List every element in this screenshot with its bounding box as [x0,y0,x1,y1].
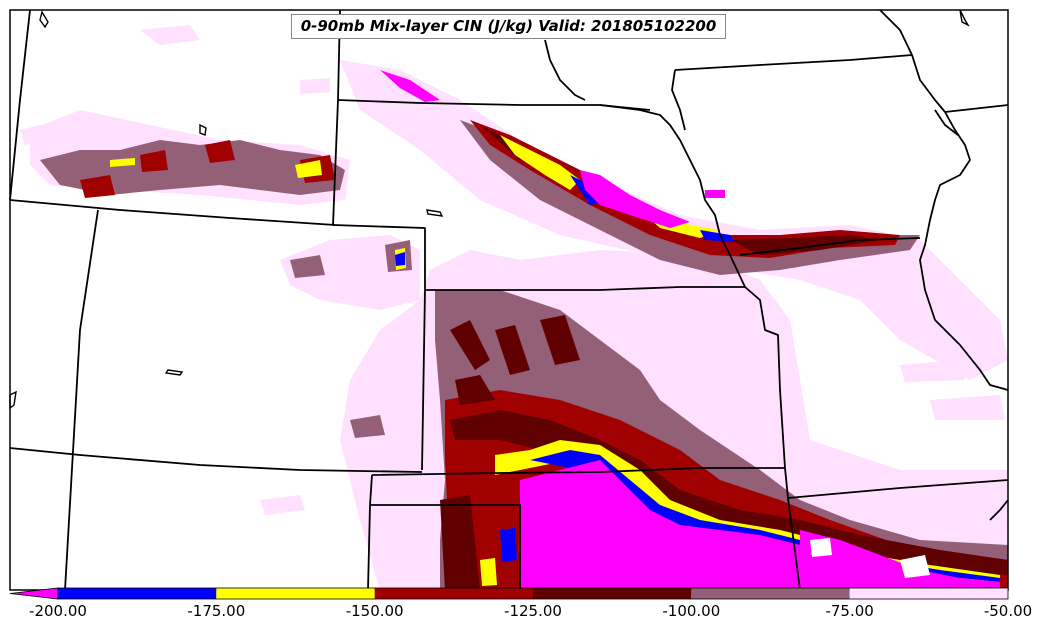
cin-white-hole-1 [900,555,930,578]
cin-white-holes [810,538,930,578]
colorbar-tick-label: -75.00 [825,602,874,620]
cin-red-west-spots [80,140,335,198]
cin-light-pink-southwest [280,235,420,310]
state-borders [9,9,1009,591]
border-iowa-north [674,54,913,71]
cin-dark-red-oklahoma-stripes [450,315,580,405]
colorbar-bin-4 [691,588,850,599]
cin-dark-red-west-lower [440,495,480,590]
border-texas-panhandle [370,504,521,590]
border-kansas-oklahoma [371,467,785,476]
cin-light-pink-patches [20,25,1005,515]
cin-magenta-areas [380,70,1000,590]
lakes [9,9,970,410]
cin-blue-north [570,175,735,242]
lake-4 [959,9,970,27]
border-idaho-wyoming [9,9,31,201]
cin-blue-spots [395,252,517,562]
cin-mauve-west-band [40,140,345,195]
colorbar-bin-3 [533,588,692,599]
border-missouri-river [599,104,746,288]
border-colorado-nebraska-corner [332,224,426,290]
colorbar-tick-label: -175.00 [187,602,246,620]
border-illinois-east [934,109,959,136]
cin-magenta-east-texas [800,530,1000,590]
colorbar-bin-1 [216,588,375,599]
border-colorado-north [9,199,336,226]
map-title: 0-90mb Mix-layer CIN (J/kg) Valid: 20180… [291,14,726,39]
cin-blue-areas [395,175,1000,582]
border-kansas-north [425,286,745,291]
cin-white-hole-2 [810,538,832,557]
colorbar-bin-5 [849,588,1008,599]
lake-5 [39,10,49,29]
colorbar-bin-2 [374,588,533,599]
border-arkansas-north [787,479,1009,499]
lake-1 [426,209,444,217]
border-new-mexico-east [367,474,373,591]
colorbar-tick-label: -200.00 [29,602,87,620]
border-colorado-kansas-west [421,289,426,471]
border-mississippi-river [911,54,1009,391]
border-iowa-missouri [739,237,921,256]
colorbar-outline [57,587,1009,600]
cin-yellow-north [500,135,720,238]
lake-2 [164,369,184,376]
colorbar [9,587,1009,600]
colorbar-tick-label: -125.00 [504,602,562,620]
border-kansas-missouri [744,286,786,469]
cin-blue-south [530,450,1000,582]
border-minnesota-river [544,39,586,101]
border-ohio-river [989,499,1009,521]
border-minnesota-wisconsin [879,9,913,56]
border-iowa-west-river [671,69,686,131]
cin-magenta-texas-panhandle [520,460,800,590]
colorbar-tick-label: -100.00 [662,602,721,620]
cin-magenta-north-band [380,70,725,228]
colorbar-tick-label: -150.00 [345,602,404,620]
border-colorado-south [9,447,423,473]
border-wisconsin-michigan [944,104,1009,113]
colorbar-bin-0 [58,588,217,599]
lake-3 [199,123,207,136]
colorbar-tick-label: -50.00 [983,602,1033,620]
border-utah-colorado [64,209,99,591]
